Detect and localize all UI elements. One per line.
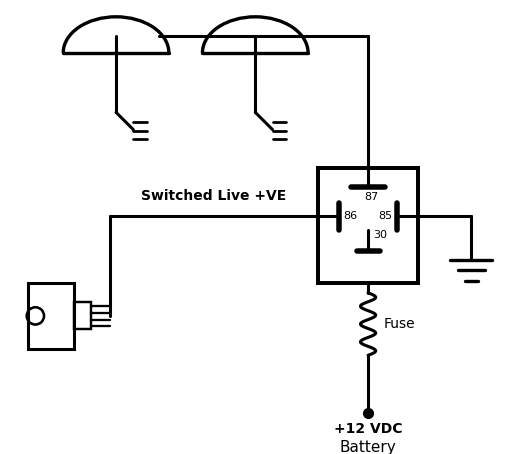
Bar: [74, 302, 91, 329]
Text: 87: 87: [364, 192, 378, 202]
Bar: [28, 283, 74, 349]
Text: 30: 30: [373, 230, 387, 240]
Text: Battery: Battery: [340, 440, 396, 454]
Bar: [317, 168, 418, 283]
Text: +12 VDC: +12 VDC: [334, 423, 402, 436]
Text: 86: 86: [344, 212, 358, 222]
Text: 85: 85: [379, 212, 393, 222]
Text: Fuse: Fuse: [383, 317, 415, 331]
Text: Switched Live +VE: Switched Live +VE: [141, 189, 287, 203]
